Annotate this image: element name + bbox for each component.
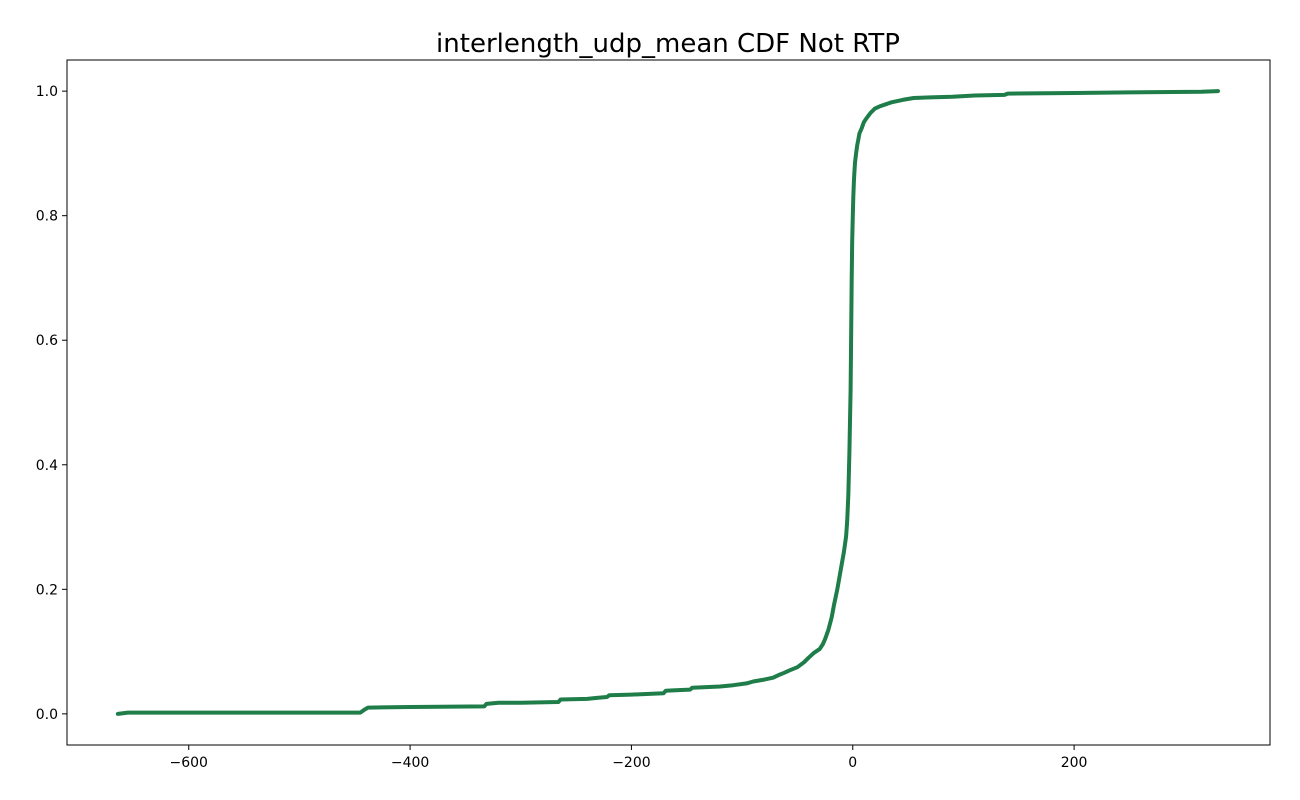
x-axis: −600 −400 −200 0 200 (170, 745, 1088, 771)
y-tick-label: 0.8 (36, 209, 58, 225)
x-tick-label: −400 (391, 755, 429, 771)
y-tick-label: 0.2 (36, 582, 58, 598)
cdf-series-line (115, 89, 1220, 716)
y-tick-label: 0.4 (36, 458, 58, 474)
plot-area (115, 89, 1220, 716)
y-tick-label: 1.0 (36, 84, 58, 100)
x-tick-label: −600 (170, 755, 208, 771)
y-tick-label: 0.6 (36, 333, 58, 349)
y-axis: 0.0 0.2 0.4 0.6 0.8 1.0 (36, 84, 67, 723)
x-tick-label: −200 (612, 755, 650, 771)
plot-frame (66, 59, 1271, 746)
chart-title: interlength_udp_mean CDF Not RTP (436, 29, 900, 59)
y-tick-label: 0.0 (36, 707, 58, 723)
x-tick-label: 0 (848, 755, 857, 771)
x-tick-label: 200 (1061, 755, 1088, 771)
